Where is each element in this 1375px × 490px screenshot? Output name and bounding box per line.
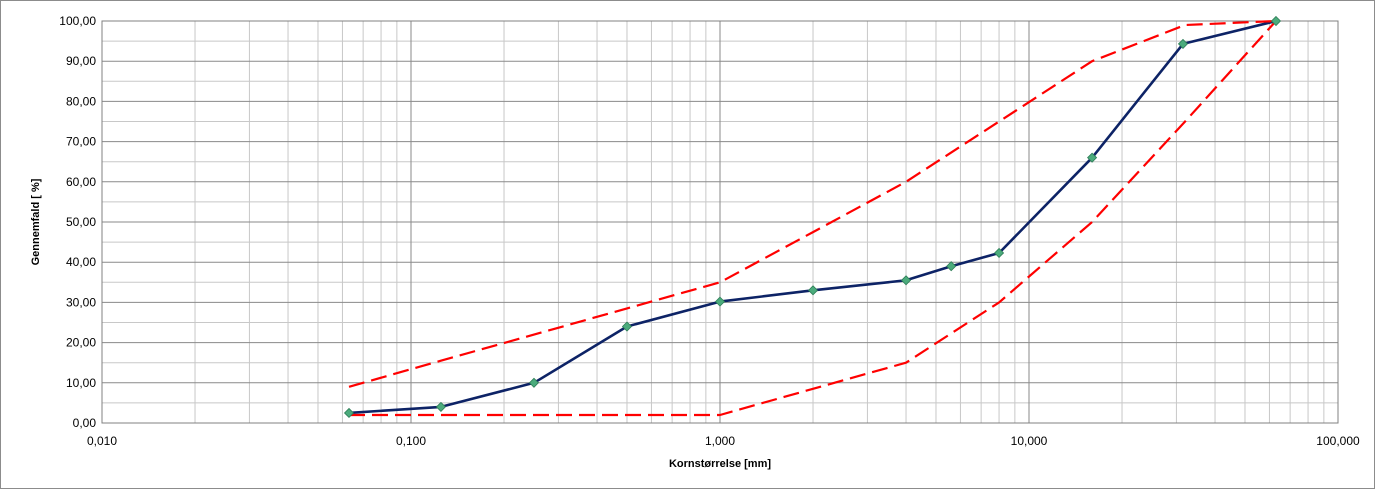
y-axis-title: Gennemfald [ %] xyxy=(30,178,42,265)
y-tick-label: 50,00 xyxy=(66,215,96,229)
plot-area-border xyxy=(101,20,1339,424)
y-tick-label: 100,00 xyxy=(59,14,96,28)
y-tick-label: 0,00 xyxy=(73,416,97,430)
data-point-marker xyxy=(343,407,355,419)
y-tick-label: 40,00 xyxy=(66,255,96,269)
data-point-marker xyxy=(621,321,633,332)
tick-labels: 0,010 0,100 1,000 10,000 100,000 0,00 10,00 20,… xyxy=(59,14,1360,448)
data-point-marker xyxy=(1177,38,1189,49)
data-point-marker xyxy=(807,285,819,296)
x-tick-label: 100,000 xyxy=(1316,434,1360,448)
x-tick-label: 0,100 xyxy=(396,434,426,448)
y-tick-label: 90,00 xyxy=(66,54,96,68)
series-layer xyxy=(343,15,1282,419)
data-point-marker xyxy=(1270,15,1282,27)
y-tick-label: 30,00 xyxy=(66,295,96,309)
data-point-marker xyxy=(714,296,726,307)
y-tick-label: 70,00 xyxy=(66,135,96,149)
limit-curve-line xyxy=(348,19,1277,388)
data-point-marker xyxy=(1087,152,1098,163)
y-tick-label: 10,00 xyxy=(66,376,96,390)
x-tick-label: 1,000 xyxy=(705,434,735,448)
limit-curve-line xyxy=(349,20,1277,417)
sieve-curve-line xyxy=(348,19,1277,415)
x-tick-label: 10,000 xyxy=(1011,434,1048,448)
x-tick-label: 0,010 xyxy=(87,434,117,448)
x-axis-title: Kornstørrelse [mm] xyxy=(669,458,771,470)
data-point-marker xyxy=(900,275,912,286)
data-point-marker xyxy=(435,401,447,412)
data-point-marker xyxy=(528,377,540,388)
y-tick-label: 80,00 xyxy=(66,94,96,108)
y-tick-label: 60,00 xyxy=(66,175,96,189)
y-tick-label: 20,00 xyxy=(66,336,96,350)
data-point-marker xyxy=(946,261,957,272)
data-point-marker xyxy=(993,247,1005,259)
